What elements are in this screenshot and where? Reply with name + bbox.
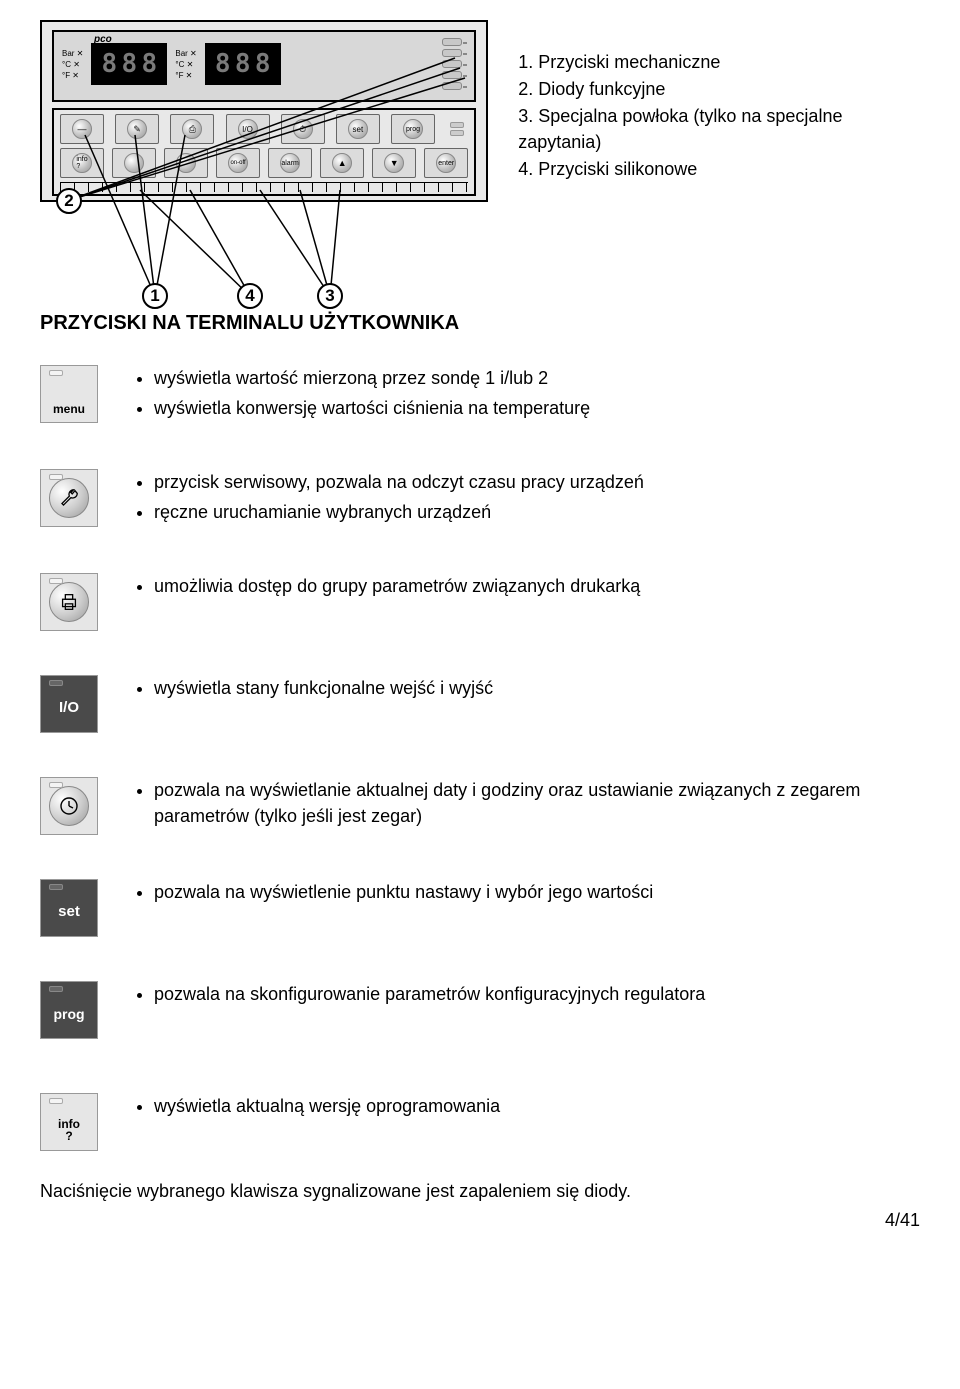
device-btn[interactable]: prog [391, 114, 435, 144]
callout-1: 1 [142, 283, 168, 309]
device-btn[interactable]: ▼ [372, 148, 416, 178]
device-btn[interactable]: info? [60, 148, 104, 178]
display-panel: pco Bar ✕°C ✕°F ✕ 888 Bar ✕°C ✕°F ✕ 888 [52, 30, 476, 102]
button-prog-row: prog pozwala na skonfigurowanie parametr… [40, 981, 920, 1039]
callout-3: 3 [317, 283, 343, 309]
device-btn[interactable]: ⏱ [281, 114, 325, 144]
prog-icon: prog [40, 981, 98, 1039]
device-btn[interactable]: ✎ [115, 114, 159, 144]
status-leds [442, 38, 466, 90]
printer-glyph-icon [58, 591, 80, 613]
legend-item: 2. Diody funkcyjne [518, 77, 920, 102]
device-diagram: pco Bar ✕°C ✕°F ✕ 888 Bar ✕°C ✕°F ✕ 888 … [40, 20, 488, 202]
unit-labels-1: Bar ✕°C ✕°F ✕ [62, 48, 83, 81]
service-bullets: przycisk serwisowy, pozwala na odczyt cz… [132, 469, 644, 529]
callout-2: 2 [56, 188, 82, 214]
info-icon: info ? [40, 1093, 98, 1151]
footer-text: Naciśnięcie wybranego klawisza sygnalizo… [40, 1181, 920, 1202]
panel-ruler [60, 182, 468, 192]
io-bullets: wyświetla stany funkcjonalne wejść i wyj… [132, 675, 493, 705]
clock-bullets: pozwala na wyświetlanie aktualnej daty i… [132, 777, 920, 833]
button-io-row: I/O wyświetla stany funkcjonalne wejść i… [40, 675, 920, 733]
menu-icon: menu [40, 365, 98, 423]
printer-icon [40, 573, 98, 631]
device-btn[interactable] [164, 148, 208, 178]
lcd-display: 888 [91, 43, 167, 85]
info-bullets: wyświetla aktualną wersję oprogramowania [132, 1093, 500, 1123]
button-row-2: info? on-off alarm ▲ ▼ enter [60, 148, 468, 178]
button-clock-row: pozwala na wyświetlanie aktualnej daty i… [40, 777, 920, 835]
brand-label: pco [94, 34, 112, 45]
lcd-display-2: 888 [205, 43, 281, 85]
button-panel: — ✎ ⎙ I/O ⏱ set prog info? [52, 108, 476, 196]
unit-labels-2: Bar ✕°C ✕°F ✕ [175, 48, 196, 81]
prog-bullets: pozwala na skonfigurowanie parametrów ko… [132, 981, 705, 1011]
callout-4: 4 [237, 283, 263, 309]
button-service-row: przycisk serwisowy, pozwala na odczyt cz… [40, 469, 920, 529]
device-btn[interactable] [112, 148, 156, 178]
service-icon [40, 469, 98, 527]
clock-glyph-icon [57, 794, 81, 818]
button-menu-row: menu wyświetla wartość mierzoną przez so… [40, 365, 920, 425]
legend-item: 3. Specjalna powłoka (tylko na specjalne… [518, 104, 920, 154]
side-leds [446, 122, 468, 136]
menu-bullets: wyświetla wartość mierzoną przez sondę 1… [132, 365, 590, 425]
device-btn[interactable]: enter [424, 148, 468, 178]
section-heading: PRZYCISKI NA TERMINALU UŻYTKOWNIKA [40, 312, 920, 335]
device-btn[interactable]: alarm [268, 148, 312, 178]
device-outer-frame: pco Bar ✕°C ✕°F ✕ 888 Bar ✕°C ✕°F ✕ 888 … [40, 20, 488, 202]
device-btn[interactable]: set [336, 114, 380, 144]
wrench-icon [58, 487, 80, 509]
io-icon: I/O [40, 675, 98, 733]
button-info-row: info ? wyświetla aktualną wersję oprogra… [40, 1093, 920, 1151]
device-btn[interactable]: I/O [226, 114, 270, 144]
legend-item: 4. Przyciski silikonowe [518, 157, 920, 182]
button-set-row: set pozwala na wyświetlenie punktu nasta… [40, 879, 920, 937]
device-btn[interactable]: ⎙ [170, 114, 214, 144]
set-icon: set [40, 879, 98, 937]
device-btn[interactable]: ▲ [320, 148, 364, 178]
device-btn[interactable]: on-off [216, 148, 260, 178]
device-btn[interactable]: — [60, 114, 104, 144]
legend-list: 1. Przyciski mechaniczne 2. Diody funkcy… [518, 20, 920, 184]
page-number: 4/41 [40, 1210, 920, 1231]
set-bullets: pozwala na wyświetlenie punktu nastawy i… [132, 879, 653, 909]
button-row-1: — ✎ ⎙ I/O ⏱ set prog [60, 114, 468, 144]
button-printer-row: umożliwia dostęp do grupy parametrów zwi… [40, 573, 920, 631]
clock-icon [40, 777, 98, 835]
legend-item: 1. Przyciski mechaniczne [518, 50, 920, 75]
printer-bullets: umożliwia dostęp do grupy parametrów zwi… [132, 573, 640, 603]
